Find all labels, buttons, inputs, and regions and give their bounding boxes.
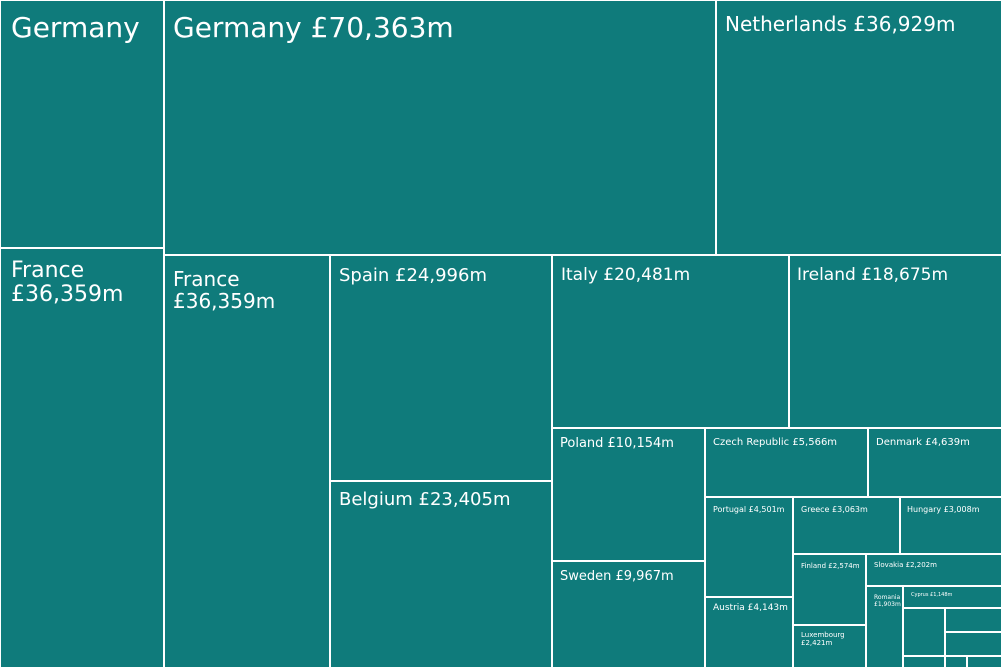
treemap-cell: Finland £2,574m (793, 554, 866, 625)
treemap-cell: Slovakia £2,202m (866, 554, 1002, 586)
treemap-cell-label: Portugal £4,501m (713, 505, 785, 514)
treemap-cell: Romania £1,903m (866, 586, 903, 668)
treemap-cell (967, 656, 1002, 668)
treemap-cell: Czech Republic £5,566m (705, 428, 868, 497)
treemap-cell (903, 656, 945, 668)
treemap-cell: Austria £4,143m (705, 597, 793, 668)
treemap-cell: Netherlands £36,929m (716, 0, 1002, 255)
treemap-cell-label: Belgium £23,405m (339, 489, 511, 510)
treemap-cell: Sweden £9,967m (552, 561, 705, 668)
treemap-cell: Portugal £4,501m (705, 497, 793, 597)
treemap-cell: Belgium £23,405m (330, 481, 552, 668)
treemap-cell-label: Hungary £3,008m (907, 505, 980, 514)
treemap-cell-label: Netherlands £36,929m (725, 12, 956, 36)
treemap-cell-label: Poland £10,154m (560, 436, 674, 451)
treemap-cell-label: Czech Republic £5,566m (713, 437, 838, 448)
treemap-cell-label: France £36,359m (11, 258, 124, 308)
treemap-cell: Greece £3,063m (793, 497, 900, 554)
treemap-cell-label: Austria £4,143m (713, 603, 788, 613)
treemap-cell: Ireland £18,675m (789, 255, 1002, 428)
treemap-cell: Cyprus £1,148m (903, 586, 1002, 608)
treemap-cell (903, 608, 945, 656)
treemap-cell: Denmark £4,639m (868, 428, 1002, 497)
treemap-cell-label: Germany (11, 11, 140, 44)
treemap-cell-label: Germany £70,363m (173, 11, 454, 44)
treemap-cell-label: Greece £3,063m (801, 505, 868, 514)
treemap-cell (945, 608, 1002, 632)
treemap-cell-label: Sweden £9,967m (560, 569, 674, 584)
treemap-cell: Italy £20,481m (552, 255, 789, 428)
treemap-cell-label: France £36,359m (173, 267, 276, 313)
treemap-cell-label: Italy £20,481m (561, 265, 691, 285)
treemap-cell: Germany (0, 0, 164, 248)
treemap-cell: Spain £24,996m (330, 255, 552, 481)
treemap-cell (945, 632, 1002, 656)
treemap-cell (945, 656, 967, 668)
treemap-cell-label: Slovakia £2,202m (874, 561, 937, 569)
treemap-cell: Germany £70,363m (164, 0, 716, 255)
treemap-cell: Luxembourg £2,421m (793, 625, 866, 668)
treemap-cell: France £36,359m (0, 248, 164, 668)
treemap-cell-label: Luxembourg £2,421m (801, 631, 845, 647)
treemap-cell-label: Spain £24,996m (339, 265, 487, 286)
treemap-cell-label: Denmark £4,639m (876, 437, 970, 448)
treemap-cell-label: Romania £1,903m (874, 594, 901, 608)
treemap-cell-label: Cyprus £1,148m (911, 592, 953, 598)
treemap-cell-label: Ireland £18,675m (797, 265, 949, 285)
treemap-cell: France £36,359m (164, 255, 330, 668)
treemap-cell: Poland £10,154m (552, 428, 705, 561)
treemap-cell-label: Finland £2,574m (801, 562, 860, 570)
treemap-cell: Hungary £3,008m (900, 497, 1002, 554)
